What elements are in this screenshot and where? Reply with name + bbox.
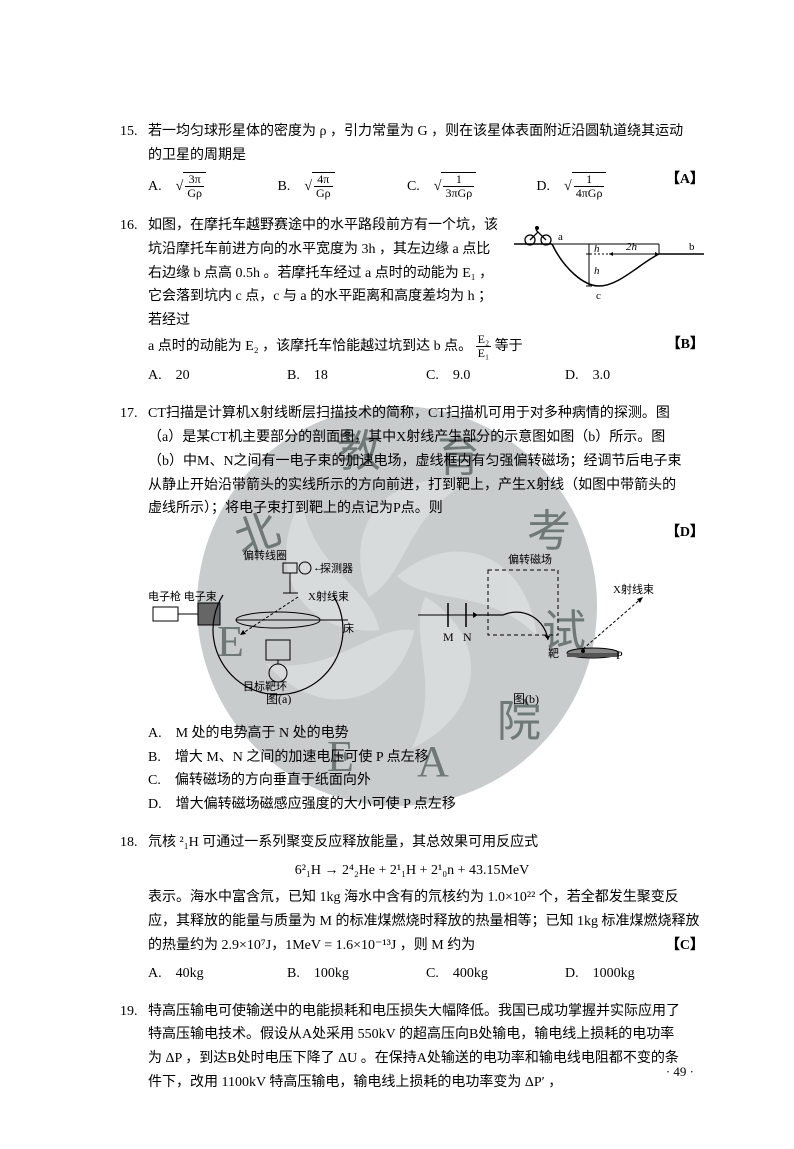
option-b: B. 增大 M、N 之间的加速电压可使 P 点左移: [148, 746, 704, 770]
question-number: 15.: [120, 120, 148, 144]
option-b: B. √4πGρ: [277, 172, 406, 200]
question-number: 18.: [120, 831, 148, 855]
svg-text:X射线束: X射线束: [308, 589, 349, 603]
option-c: C. 偏转磁场的方向垂直于纸面向外: [148, 769, 704, 793]
option-a: A. √3πGρ: [148, 172, 277, 200]
option-d: D. 3.0: [565, 364, 704, 388]
option-b: B. 100kg: [287, 962, 426, 986]
question-text-part2a: a 点时的动能为 E₂ ，该摩托车恰能越过坑到达 b 点。: [148, 339, 472, 354]
question-text-part1: 如图，在摩托车越野赛途中的水平路段前方有一个坑，该坑沿摩托车前进方向的水平宽度为…: [148, 214, 498, 333]
answer-badge: 【D】: [666, 521, 704, 545]
option-a: A. 40kg: [148, 962, 287, 986]
svg-text:探测器: 探测器: [320, 562, 353, 575]
svg-text:M: M: [443, 630, 454, 644]
svg-text:2h: 2h: [626, 241, 638, 253]
options-block: A. M 处的电势高于 N 处的电势 B. 增大 M、N 之间的加速电压可使 P…: [148, 722, 704, 817]
question-number: 19.: [120, 1000, 148, 1024]
svg-text:靶: 靶: [548, 647, 559, 660]
options-row: A. √3πGρ B. √4πGρ C. √13πGρ D. √14πGρ: [148, 172, 666, 200]
answer-badge: 【C】: [666, 934, 704, 958]
option-a: A. M 处的电势高于 N 处的电势: [148, 722, 704, 746]
option-d: D. √14πGρ: [536, 172, 665, 200]
question-19: 19.特高压输电可使输送中的电能损耗和电压损失大幅降低。我国已成功掌握并实际应用…: [120, 1000, 704, 1095]
svg-text:X射线束: X射线束: [613, 582, 654, 596]
question-number: 17.: [120, 402, 148, 426]
svg-text:h: h: [594, 265, 600, 277]
option-c: C. 400kg: [426, 962, 565, 986]
question-text-part2: 表示。海水中富含氘，已知 1kg 海水中含有的氘核约为 1.0×10²² 个，若…: [148, 890, 699, 953]
question-16: 16.如图，在摩托车越野赛途中的水平路段前方有一个坑，该坑沿摩托车前进方向的水平…: [120, 214, 704, 388]
svg-text:目标靶环: 目标靶环: [243, 679, 287, 693]
svg-text:h: h: [594, 243, 600, 255]
fraction-e2e1: E₂E₁: [476, 333, 492, 360]
svg-text:电子枪 电子束: 电子枪 电子束: [148, 589, 217, 603]
question-text: 特高压输电可使输送中的电能损耗和电压损失大幅降低。我国已成功掌握并实际应用了特高…: [148, 1000, 688, 1095]
svg-text:b: b: [689, 241, 695, 253]
svg-text:床: 床: [343, 621, 354, 635]
svg-text:图(b): 图(b): [513, 692, 539, 705]
answer-badge: 【A】: [666, 168, 704, 192]
options-row: A. 20 B. 18 C. 9.0 D. 3.0: [148, 364, 704, 388]
svg-text:a: a: [558, 231, 563, 243]
svg-text:c: c: [596, 290, 601, 302]
question-text: 若一均匀球形星体的密度为 ρ ，引力常量为 G ，则在该星体表面附近沿圆轨道绕其…: [148, 120, 688, 168]
svg-text:图(a): 图(a): [266, 692, 291, 705]
svg-text:P: P: [616, 648, 623, 662]
question-number: 16.: [120, 214, 148, 238]
option-d: D. 增大偏转磁场磁感应强度的大小可使 P 点左移: [148, 793, 704, 817]
svg-text:偏转线圈: 偏转线圈: [243, 548, 287, 562]
answer-badge: 【B】: [667, 333, 704, 357]
question-17: 17.CT扫描是计算机X射线断层扫描技术的简称，CT扫描机可用于对多种病情的探测…: [120, 402, 704, 817]
page-number: · 49 ·: [666, 1061, 694, 1083]
question-15: 15.若一均匀球形星体的密度为 ρ ，引力常量为 G ，则在该星体表面附近沿圆轨…: [120, 120, 704, 200]
question-text-part1: 氘核 ²₁H 可通过一系列聚变反应释放能量，其总效果可用反应式: [148, 831, 688, 855]
q17-figure: 电子枪 电子束 偏转线圈 ← 探测器 X射线束 床 目标靶环 图(a): [148, 529, 668, 714]
equation: 6²₁H → 2⁴₂He + 2¹₁H + 2¹₀n + 43.15MeV: [120, 859, 704, 883]
option-b: B. 18: [287, 364, 426, 388]
svg-text:N: N: [463, 630, 472, 644]
question-18: 18.氘核 ²₁H 可通过一系列聚变反应释放能量，其总效果可用反应式 6²₁H …: [120, 831, 704, 986]
option-a: A. 20: [148, 364, 287, 388]
options-row: A. 40kg B. 100kg C. 400kg D. 1000kg: [148, 962, 704, 986]
q16-figure: a b c h h 2h: [514, 214, 704, 333]
option-c: C. 9.0: [426, 364, 565, 388]
question-text-part2b: 等于: [495, 339, 523, 354]
option-c: C. √13πGρ: [407, 172, 536, 200]
option-d: D. 1000kg: [565, 962, 704, 986]
question-text: CT扫描是计算机X射线断层扫描技术的简称，CT扫描机可用于对多种病情的探测。图（…: [148, 402, 688, 521]
svg-text:偏转磁场: 偏转磁场: [508, 552, 552, 566]
